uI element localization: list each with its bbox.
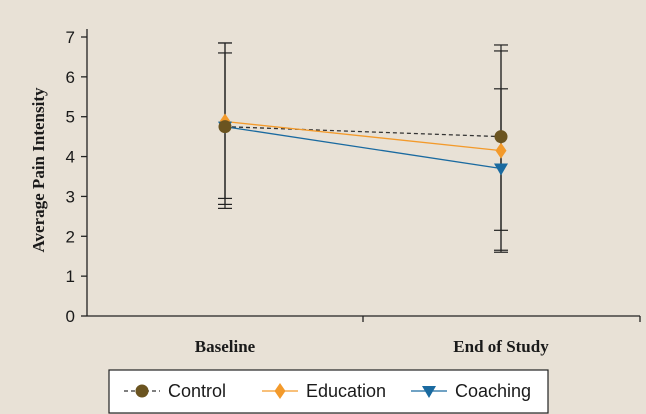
legend-label-coaching: Coaching bbox=[455, 381, 531, 401]
legend-marker-education bbox=[274, 383, 286, 399]
legend-label-education: Education bbox=[306, 381, 386, 401]
marker-control bbox=[494, 130, 508, 144]
y-tick-label: 7 bbox=[66, 28, 75, 47]
series-line-coaching bbox=[224, 126, 502, 170]
y-tick-label: 0 bbox=[66, 307, 75, 326]
y-tick-label: 4 bbox=[66, 148, 75, 167]
y-tick-label: 1 bbox=[66, 267, 75, 286]
y-tick-label: 3 bbox=[66, 187, 75, 206]
y-tick-label: 2 bbox=[66, 227, 75, 246]
y-axis: 0 1 2 3 4 5 6 7 bbox=[66, 28, 88, 326]
series-line-education bbox=[224, 120, 502, 152]
marker-coaching bbox=[494, 163, 508, 176]
x-category-label: Baseline bbox=[195, 337, 256, 356]
legend-items: Control Education Coaching bbox=[124, 381, 531, 401]
x-axis: Baseline End of Study bbox=[87, 315, 641, 356]
series-markers bbox=[218, 113, 508, 176]
legend-label-control: Control bbox=[168, 381, 226, 401]
legend-marker-control bbox=[135, 384, 149, 398]
legend-box bbox=[108, 369, 549, 414]
y-tick-label: 5 bbox=[66, 108, 75, 127]
x-category-label: End of Study bbox=[453, 337, 549, 356]
series-lines bbox=[224, 120, 502, 170]
series-line-control bbox=[224, 126, 502, 138]
marker-control bbox=[218, 120, 232, 134]
legend-marker-coaching bbox=[422, 386, 436, 398]
y-tick-label: 6 bbox=[66, 68, 75, 87]
legend: Control Education Coaching bbox=[108, 369, 549, 414]
y-axis-title: Average Pain Intensity bbox=[29, 87, 48, 252]
marker-education bbox=[495, 142, 507, 159]
